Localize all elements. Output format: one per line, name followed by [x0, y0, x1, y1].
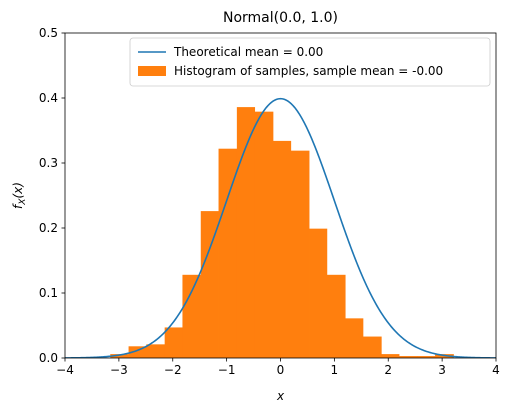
x-tick-label: 1: [331, 363, 339, 377]
y-tick-label: 0.5: [39, 26, 58, 40]
y-tick-label: 0.3: [39, 156, 58, 170]
x-tick-label: 2: [384, 363, 392, 377]
legend-swatch-histogram: [138, 66, 166, 76]
legend-label-curve: Theoretical mean = 0.00: [173, 45, 323, 59]
x-tick-label: −4: [56, 363, 74, 377]
axes: −4 −3 −2 −1 0 1 2 3 4 0.0 0.1 0.2 0.3 0.4 0.5 fX(x): [11, 26, 500, 377]
histogram-bar: [110, 354, 129, 358]
histogram-bar: [146, 344, 166, 358]
y-tick-label: 0.2: [39, 221, 58, 235]
legend: Theoretical mean = 0.00 Histogram of samp…: [129, 37, 491, 87]
histogram-bar: [254, 111, 274, 358]
histogram-bar: [381, 354, 400, 358]
histogram-bar: [309, 228, 328, 358]
histogram-bar: [345, 318, 364, 358]
histogram-bar: [236, 107, 256, 358]
x-axis-label: x: [276, 389, 285, 403]
legend-box: [129, 37, 491, 87]
y-axis-label: fX(x): [11, 182, 28, 209]
x-tick-label: −3: [110, 363, 128, 377]
legend-label-histogram: Histogram of samples, sample mean = -0.0…: [174, 64, 443, 78]
histogram-bar: [417, 356, 436, 358]
histogram-bar: [164, 327, 183, 358]
histogram-bar: [272, 140, 292, 358]
x-tick-label: 0: [277, 363, 285, 377]
histogram-bar: [326, 274, 346, 358]
x-tick-label: 3: [438, 363, 446, 377]
chart-title: Normal(0.0, 1.0): [223, 10, 338, 26]
x-tick-label: −2: [164, 363, 182, 377]
histogram-bar: [182, 274, 202, 358]
plot-area: [65, 97, 496, 358]
histogram-bar: [399, 356, 418, 358]
x-tick-label: 4: [492, 363, 500, 377]
histogram-bar: [128, 346, 147, 358]
theoretical-curve: [65, 97, 496, 358]
histogram-bar: [218, 148, 238, 358]
y-tick-label: 0.4: [39, 91, 58, 105]
x-tick-label: −1: [218, 363, 236, 377]
y-tick-label: 0.1: [39, 286, 58, 300]
y-tick-label: 0.0: [39, 351, 58, 365]
histogram-bar: [362, 336, 382, 358]
histogram-bar: [290, 150, 310, 358]
histogram-bar: [200, 211, 219, 358]
